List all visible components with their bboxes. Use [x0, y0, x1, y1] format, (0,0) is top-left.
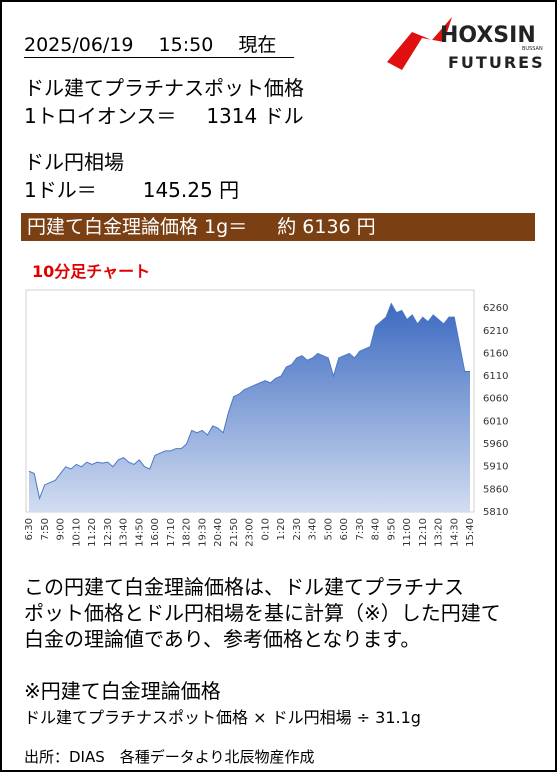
x-tick-label: 3:40	[308, 518, 319, 540]
y-tick-label: 6060	[483, 394, 508, 405]
x-tick-label: 9:00	[56, 518, 67, 540]
x-tick-label: 15:40	[465, 518, 476, 547]
platinum-line: 1トロイオンス＝ 1314 ドル	[24, 100, 304, 129]
chart: 5810 5860 5910 5960 6010 6060 6110 6160 6210 6260…	[24, 289, 508, 547]
x-tick-label: 12:30	[103, 518, 114, 547]
note-line: 白金の理論値であり、参考価格となります。	[24, 627, 421, 651]
y-tick-label: 5810	[483, 507, 508, 518]
label: 1ドル＝	[24, 178, 97, 202]
logo-line2: FUTURES	[448, 53, 545, 72]
formula-title: ※円建て白金理論価格	[24, 679, 221, 703]
x-tick-label: 1:20	[276, 518, 287, 540]
x-tick-label: 6:30	[24, 518, 35, 540]
unit: ドル	[263, 104, 304, 128]
note-line: この円建て白金理論価格は、ドル建てプラチナス	[24, 575, 464, 599]
x-tick-label: 0:10	[260, 518, 271, 540]
logo-name: HOXSIN	[440, 23, 536, 48]
logo-sub: BUSSAN	[522, 46, 543, 52]
y-tick-label: 6110	[483, 371, 508, 382]
banner: 円建て白金理論価格 1g＝ 約 6136 円	[21, 213, 535, 241]
x-tick-label: 11:20	[87, 518, 98, 547]
x-tick-label: 11:00	[402, 518, 413, 547]
x-tick-label: 16:00	[150, 518, 161, 547]
chart-title: 10分足チャート	[32, 262, 151, 281]
x-tick-label: 12:10	[418, 518, 429, 547]
x-tick-label: 20:40	[213, 518, 224, 547]
source: 出所：DIAS 各種データより北辰物産作成	[24, 748, 315, 766]
x-tick-label: 10:10	[71, 518, 82, 547]
y-tick-label: 5910	[483, 462, 508, 473]
y-tick-label: 6010	[483, 416, 508, 427]
label: 円建て白金理論価格 1g＝	[27, 216, 248, 238]
note: この円建て白金理論価格は、ドル建てプラチナス ポット価格とドル円相場を基に計算（…	[24, 574, 501, 652]
x-tick-label: 19:30	[197, 518, 208, 547]
x-tick-label: 14:30	[449, 518, 460, 547]
x-tick-label: 21:50	[229, 518, 240, 547]
area-line	[28, 302, 470, 501]
value: 1314	[206, 104, 258, 128]
formula: ドル建てプラチナスポット価格 × ドル円相場 ÷ 31.1g	[24, 708, 421, 727]
y-tick-label: 6260	[483, 303, 508, 314]
x-tick-label: 5:00	[323, 518, 334, 540]
unit: 円	[219, 178, 240, 202]
approx: 約	[277, 216, 297, 238]
x-tick-label: 7:50	[40, 518, 51, 540]
x-tick-label: 13:40	[119, 518, 130, 547]
x-tick-label: 9:50	[386, 518, 397, 540]
y-tick-label: 6210	[483, 326, 508, 337]
platinum-title: ドル建てプラチナスポット価格	[24, 76, 304, 100]
x-tick-label: 14:50	[134, 518, 145, 547]
x-tick-label: 6:00	[339, 518, 350, 540]
x-tick-label: 7:30	[355, 518, 366, 540]
y-tick-label: 5960	[483, 439, 508, 450]
x-tick-label: 13:20	[434, 518, 445, 547]
x-tick-label: 8:40	[371, 518, 382, 540]
x-tick-label: 18:20	[182, 518, 193, 547]
logo-mark	[387, 17, 452, 70]
y-tick-label: 5860	[483, 484, 508, 495]
x-tick-label: 17:10	[166, 518, 177, 547]
fx-title: ドル円相場	[24, 150, 124, 174]
value: 145.25	[142, 178, 213, 202]
unit: 円	[356, 216, 376, 238]
value: 6136	[302, 216, 351, 238]
x-tick-label: 23:00	[245, 518, 256, 547]
note-line: ポット価格とドル円相場を基に計算（※）した円建て	[24, 601, 501, 625]
label: 1トロイオンス＝	[24, 104, 177, 128]
datetime: 2025/06/19 15:50 現在	[24, 30, 295, 58]
area	[29, 303, 470, 512]
x-tick-label: 2:30	[292, 518, 303, 540]
logo: HOXSIN BUSSAN FUTURES	[387, 17, 545, 72]
fx-line: 1ドル＝ 145.25 円	[24, 174, 239, 203]
y-tick-label: 6160	[483, 348, 508, 359]
